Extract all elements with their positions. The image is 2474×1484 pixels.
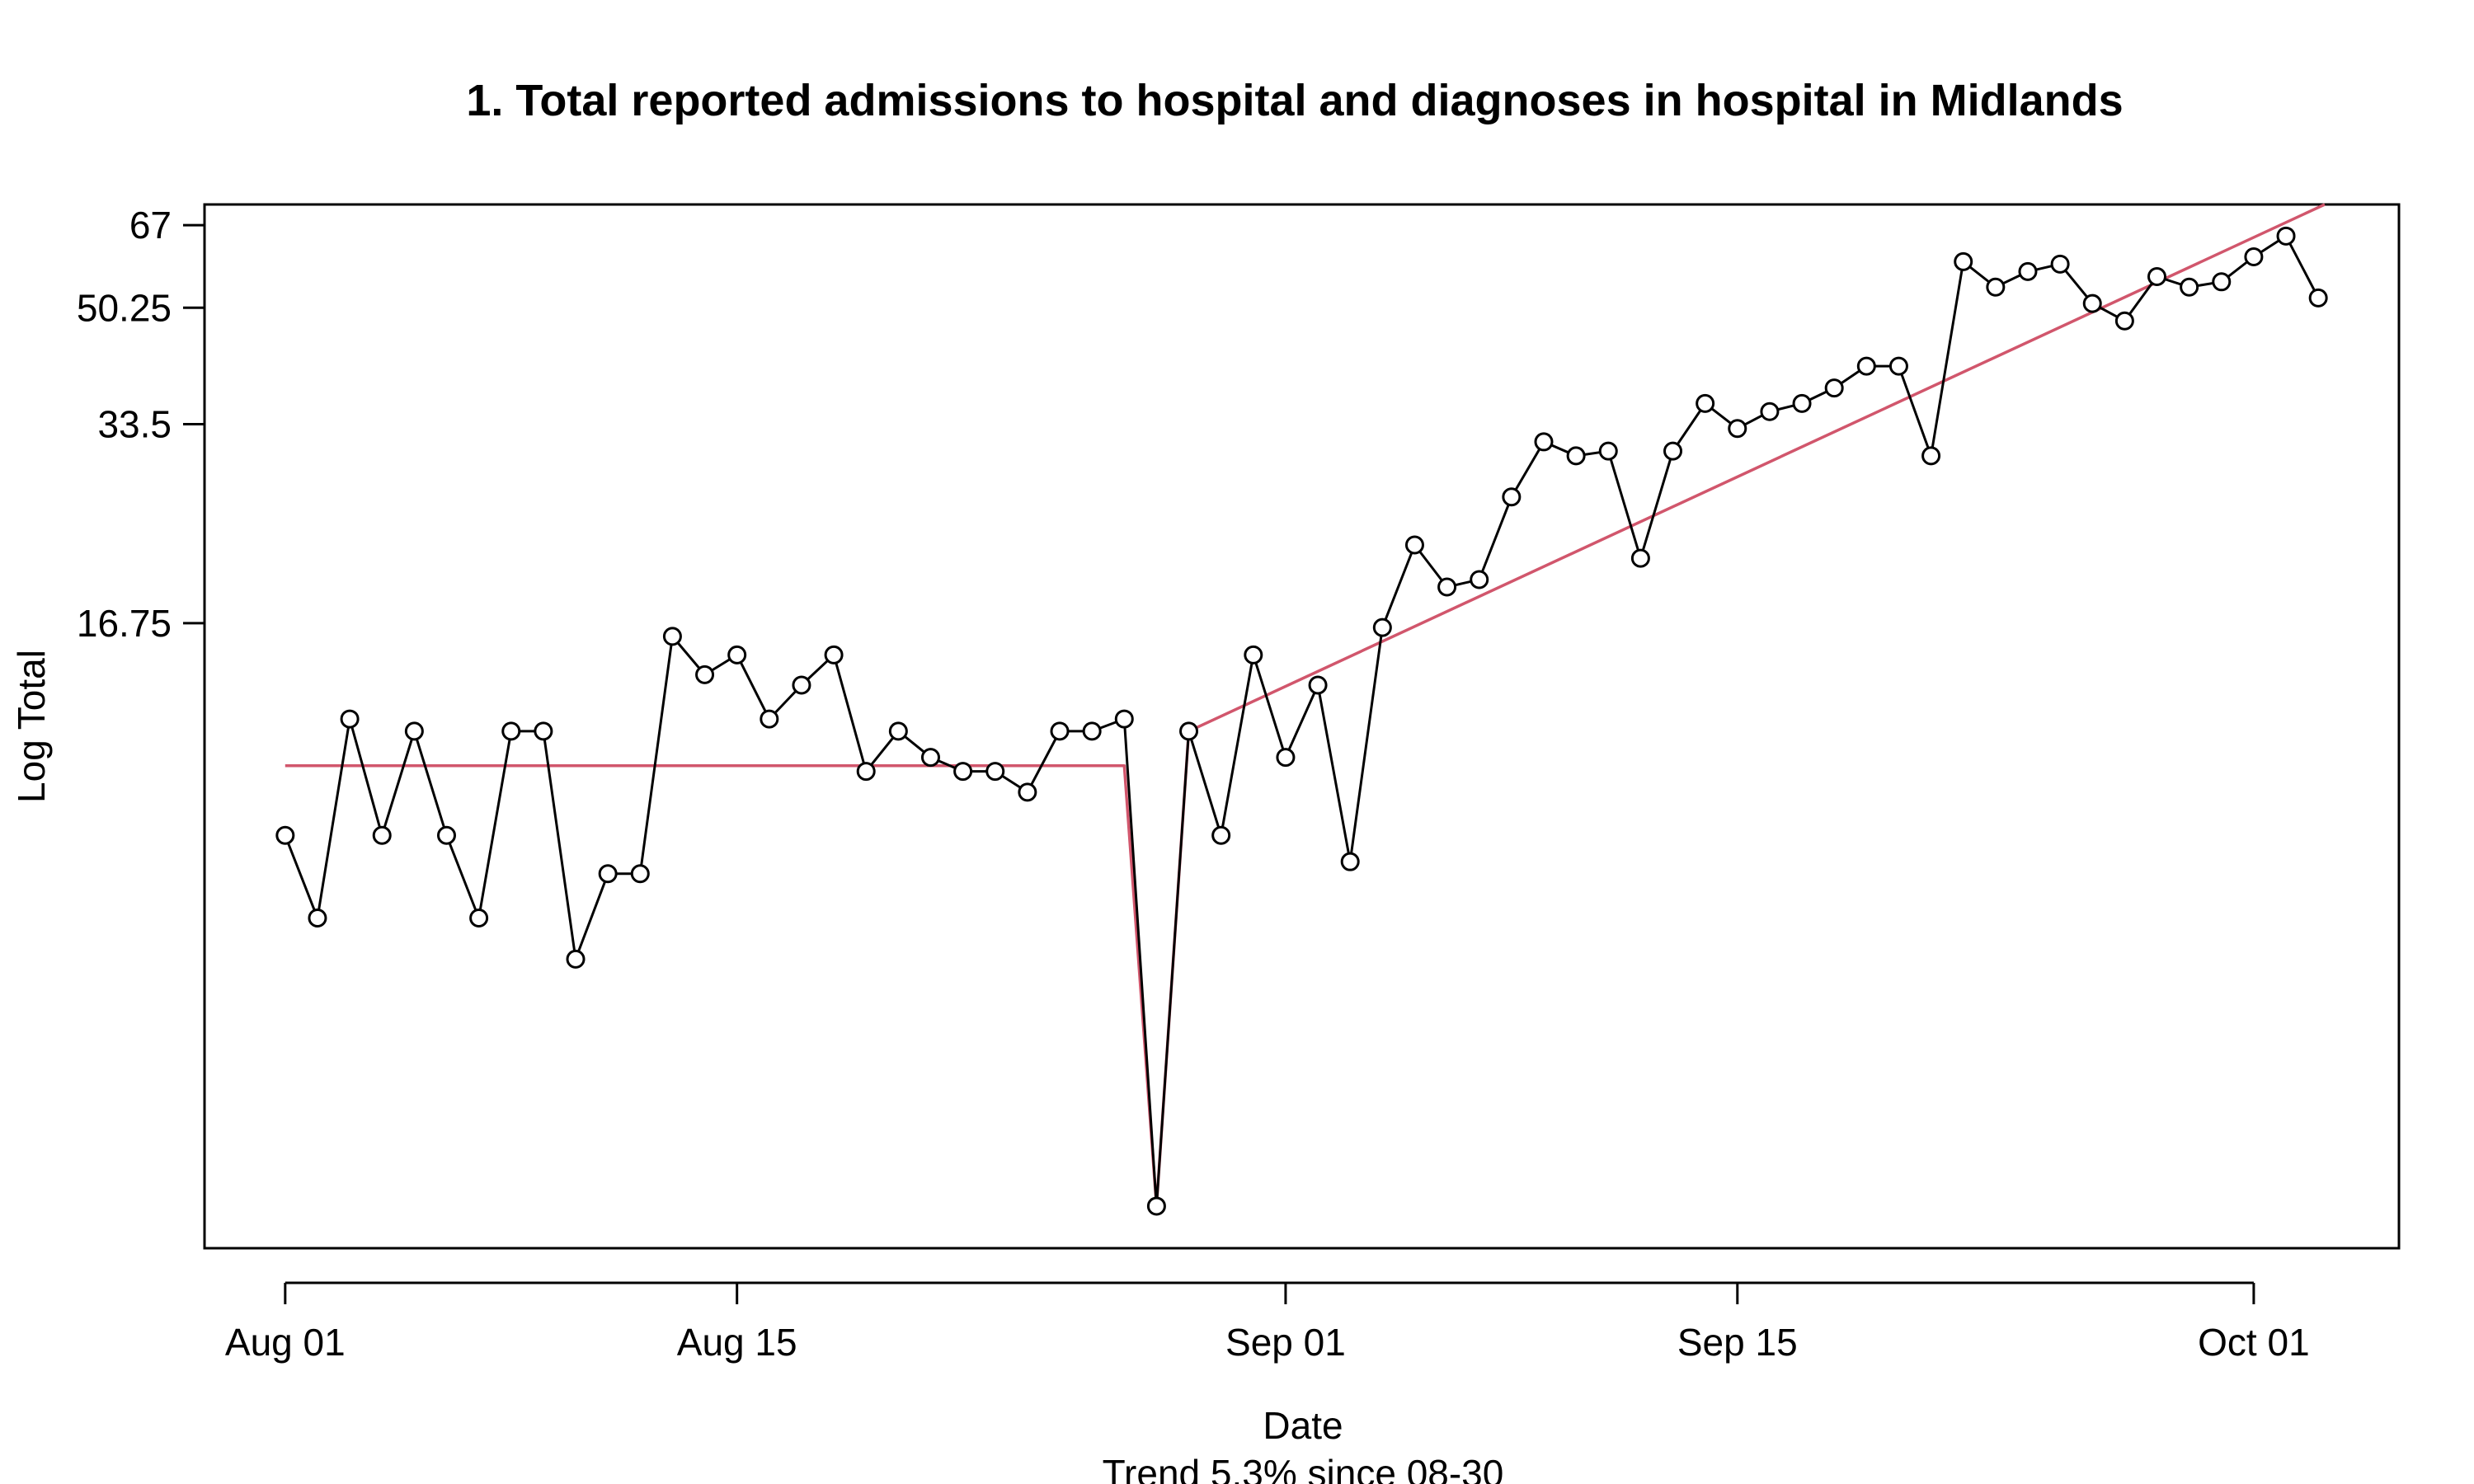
x-tick-label: Aug 01 xyxy=(225,1321,346,1364)
data-point xyxy=(1404,535,1424,555)
data-point xyxy=(824,645,844,665)
y-tick-label: 16.75 xyxy=(77,602,172,645)
data-point xyxy=(1566,446,1586,466)
x-tick-label: Sep 15 xyxy=(1677,1321,1798,1364)
data-point xyxy=(2082,294,2102,313)
data-point xyxy=(2147,267,2167,287)
data-point xyxy=(856,762,876,782)
data-point xyxy=(469,908,489,928)
data-point xyxy=(566,949,586,969)
data-point xyxy=(1372,618,1392,637)
data-point xyxy=(1082,721,1102,741)
y-tick-label: 50.25 xyxy=(77,286,172,329)
series-layer xyxy=(275,203,2328,1216)
data-point xyxy=(1050,721,1070,741)
data-point xyxy=(2180,277,2199,297)
y-axis: 16.75 33.5 50.25 67 xyxy=(77,204,206,645)
data-point xyxy=(308,908,327,928)
data-point xyxy=(340,709,360,729)
data-point xyxy=(1888,356,1908,376)
data-point xyxy=(2114,311,2134,331)
data-point xyxy=(1179,721,1199,741)
data-point xyxy=(727,645,747,665)
data-point xyxy=(1244,645,1263,665)
series-line xyxy=(284,234,2320,1208)
data-point xyxy=(2050,254,2070,274)
data-point xyxy=(275,825,295,845)
x-tick-label: Oct 01 xyxy=(2198,1321,2310,1364)
data-point xyxy=(985,762,1005,782)
y-tick-label: 67 xyxy=(129,204,172,247)
x-tick-label: Sep 01 xyxy=(1225,1321,1346,1364)
data-point xyxy=(920,748,940,768)
data-point xyxy=(1114,709,1134,729)
data-point xyxy=(1986,277,2006,297)
data-point xyxy=(1308,675,1328,695)
data-point xyxy=(630,864,650,884)
data-point xyxy=(1760,402,1780,421)
data-point xyxy=(662,627,682,646)
data-point xyxy=(1340,852,1360,871)
x-axis-label: Date xyxy=(1263,1404,1343,1447)
data-point xyxy=(695,665,715,684)
data-point xyxy=(1276,748,1296,768)
data-point xyxy=(1663,441,1683,461)
data-point xyxy=(2276,226,2296,246)
data-point xyxy=(598,864,618,884)
trend-line xyxy=(285,203,2326,1208)
data-point xyxy=(888,721,908,741)
data-point xyxy=(2308,288,2328,308)
data-point xyxy=(2018,261,2038,281)
data-point xyxy=(1856,356,1876,376)
data-point xyxy=(1211,825,1231,845)
data-point xyxy=(1470,570,1489,589)
data-point xyxy=(1146,1196,1166,1216)
data-point xyxy=(1728,419,1747,439)
data-point xyxy=(1630,548,1650,568)
data-point xyxy=(1824,378,1844,398)
data-point xyxy=(1921,446,1941,466)
data-point xyxy=(1534,432,1554,452)
data-point xyxy=(372,825,392,845)
data-point xyxy=(1018,782,1037,802)
data-point xyxy=(534,721,553,741)
x-axis: Aug 01 Aug 15 Sep 01 Sep 15 Oct 01 xyxy=(225,1281,2310,1364)
x-tick-label: Aug 15 xyxy=(677,1321,797,1364)
chart-title: 1. Total reported admissions to hospital… xyxy=(466,76,2123,125)
data-point xyxy=(404,721,424,741)
data-point xyxy=(1954,251,1973,271)
data-point xyxy=(1502,487,1522,507)
data-point xyxy=(436,825,456,845)
data-point xyxy=(2212,272,2232,292)
data-point xyxy=(792,675,811,695)
data-point xyxy=(1437,577,1457,597)
data-point xyxy=(1696,393,1715,413)
data-point xyxy=(1598,441,1618,461)
y-axis-label: Log Total xyxy=(10,650,53,803)
data-point xyxy=(501,721,521,741)
data-point xyxy=(953,762,973,782)
data-point xyxy=(760,709,779,729)
y-tick-label: 33.5 xyxy=(97,402,172,445)
trend-subtitle: Trend 5.3% since 08-30 xyxy=(1103,1452,1504,1484)
data-point xyxy=(2244,247,2264,267)
plot-frame xyxy=(203,203,2401,1250)
data-point xyxy=(1792,393,1812,413)
